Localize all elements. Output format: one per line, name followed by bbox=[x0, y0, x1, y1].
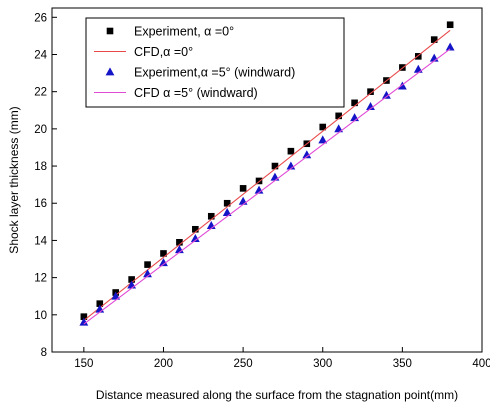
y-tick-label: 14 bbox=[34, 235, 47, 247]
data-point bbox=[287, 147, 295, 155]
legend-marker-sample bbox=[105, 67, 115, 76]
legend-label: Experiment,α =5° (windward) bbox=[134, 66, 295, 80]
y-tick-label: 12 bbox=[34, 273, 47, 285]
data-point bbox=[255, 177, 263, 185]
data-point bbox=[270, 172, 280, 181]
data-point bbox=[79, 317, 89, 326]
data-point bbox=[222, 207, 232, 216]
data-point bbox=[207, 212, 215, 220]
series-line bbox=[83, 29, 451, 321]
data-point bbox=[96, 300, 104, 307]
data-point bbox=[318, 135, 328, 144]
data-point bbox=[319, 123, 327, 131]
x-tick-label: 350 bbox=[393, 358, 412, 370]
data-point bbox=[160, 250, 167, 257]
data-point bbox=[397, 81, 407, 90]
data-point bbox=[143, 269, 152, 278]
data-point bbox=[190, 233, 200, 242]
legend-label: CFD,α =0° bbox=[134, 45, 193, 59]
data-point bbox=[159, 258, 168, 267]
data-point bbox=[446, 21, 454, 29]
data-point bbox=[239, 185, 247, 192]
series-2 bbox=[83, 29, 451, 321]
series-4 bbox=[83, 48, 451, 325]
data-point bbox=[176, 238, 183, 246]
plot-area: 150 200 250 300 350 400 8 10 12 14 16 18 20 22 24 26 bbox=[34, 7, 490, 370]
y-tick-label: 20 bbox=[34, 124, 47, 136]
legend-marker-sample bbox=[106, 27, 114, 35]
y-tick-label: 22 bbox=[34, 87, 47, 99]
y-tick-label: 18 bbox=[34, 161, 47, 173]
y-axis-label: Shock layer thickness (mm) bbox=[7, 106, 21, 253]
y-tick-label: 10 bbox=[34, 310, 47, 322]
data-point bbox=[414, 53, 422, 60]
x-tick-label: 200 bbox=[154, 358, 173, 370]
data-point bbox=[350, 113, 359, 122]
legend: Experiment, α =0° CFD,α =0° Experiment,α =… bbox=[85, 17, 345, 108]
data-point bbox=[302, 150, 312, 159]
data-point bbox=[128, 276, 135, 283]
legend-label: CFD α =5° (windward) bbox=[134, 86, 258, 100]
data-point bbox=[351, 99, 358, 107]
data-point bbox=[223, 199, 231, 207]
data-point bbox=[80, 313, 88, 320]
x-tick-label: 250 bbox=[234, 358, 253, 370]
data-point bbox=[254, 185, 264, 194]
data-point bbox=[413, 64, 423, 73]
ticks-layer: 150 200 250 300 350 400 8 10 12 14 16 18 20 22 24 26 bbox=[34, 12, 490, 370]
x-tick-label: 150 bbox=[74, 358, 93, 370]
series-layer bbox=[79, 21, 455, 326]
data-point bbox=[144, 261, 151, 268]
series-line bbox=[83, 48, 451, 325]
legend-label: Experiment, α =0° bbox=[134, 25, 234, 39]
y-tick-label: 24 bbox=[34, 49, 47, 61]
data-point bbox=[335, 112, 342, 120]
x-tick-label: 400 bbox=[472, 358, 490, 370]
data-point bbox=[367, 88, 374, 95]
data-point bbox=[382, 90, 391, 99]
data-point bbox=[111, 291, 121, 300]
data-point bbox=[238, 196, 248, 205]
x-axis-label: Distance measured along the surface from… bbox=[96, 388, 458, 402]
plot-frame bbox=[51, 7, 483, 353]
legend-frame bbox=[85, 17, 345, 108]
data-point bbox=[430, 36, 438, 43]
y-tick-label: 8 bbox=[41, 347, 47, 359]
data-point bbox=[192, 225, 199, 233]
x-tick-label: 300 bbox=[313, 358, 332, 370]
data-point bbox=[271, 162, 279, 170]
series-1 bbox=[80, 21, 454, 320]
y-tick-label: 26 bbox=[34, 12, 47, 24]
data-point bbox=[366, 101, 375, 110]
data-point bbox=[334, 124, 344, 133]
data-point bbox=[445, 42, 455, 51]
y-tick-label: 16 bbox=[34, 198, 47, 210]
